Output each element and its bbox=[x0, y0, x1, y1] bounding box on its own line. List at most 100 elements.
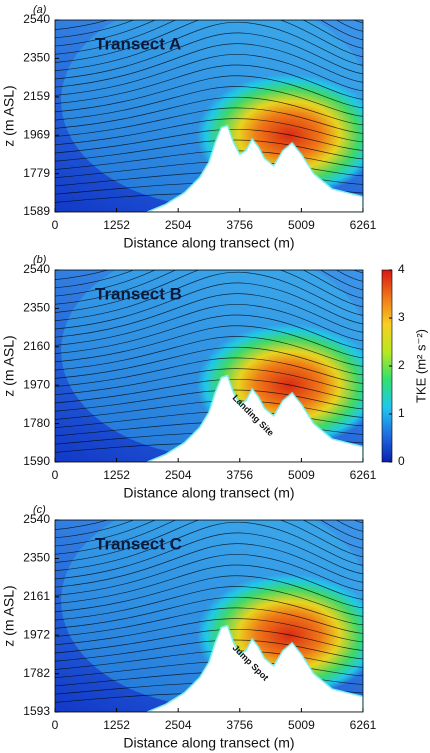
transect-title: Transect A bbox=[95, 34, 181, 53]
streamline bbox=[55, 20, 363, 63]
x-tick-label: 2504 bbox=[165, 468, 192, 482]
x-tick-label: 3756 bbox=[226, 718, 253, 732]
streamline bbox=[55, 64, 363, 105]
streamline bbox=[55, 86, 363, 121]
y-tick-label: 2540 bbox=[23, 262, 50, 276]
panel-label: (c) bbox=[33, 504, 46, 516]
streamline bbox=[55, 607, 363, 637]
colorbar-tick-label: 4 bbox=[398, 262, 405, 276]
x-tick-label: 6261 bbox=[350, 718, 377, 732]
streamline bbox=[55, 20, 363, 55]
tke-field bbox=[55, 270, 363, 462]
streamline bbox=[55, 150, 363, 170]
streamline bbox=[55, 543, 363, 588]
y-tick-label: 2350 bbox=[23, 301, 50, 315]
streamline bbox=[55, 293, 363, 338]
streamline bbox=[55, 32, 363, 80]
y-tick-label: 1970 bbox=[23, 377, 50, 391]
x-tick-label: 1252 bbox=[103, 218, 130, 232]
streamline bbox=[55, 596, 363, 629]
streamline bbox=[55, 20, 363, 47]
x-tick-label: 0 bbox=[52, 468, 59, 482]
terrain bbox=[147, 624, 363, 712]
x-tick-label: 1252 bbox=[103, 468, 130, 482]
x-axis-label: Distance along transect (m) bbox=[123, 485, 294, 501]
streamline bbox=[55, 336, 363, 371]
x-tick-label: 1252 bbox=[103, 718, 130, 732]
y-tick-label: 1782 bbox=[23, 666, 50, 680]
y-axis-label: z (m ASL) bbox=[1, 85, 17, 146]
streamline bbox=[55, 368, 363, 396]
streamline bbox=[55, 628, 363, 654]
panel: (a) Transect A 0 1252 2504 3756 5009 6261 1589 17… bbox=[1, 4, 377, 251]
panel-label: (b) bbox=[33, 254, 47, 266]
y-axis-label: z (m ASL) bbox=[1, 585, 17, 646]
streamline bbox=[55, 96, 363, 129]
y-tick-label: 2159 bbox=[23, 89, 50, 103]
streamline bbox=[55, 521, 363, 572]
streamline bbox=[55, 325, 363, 363]
x-tick-label: 2504 bbox=[165, 218, 192, 232]
streamline bbox=[55, 389, 363, 412]
y-tick-label: 2350 bbox=[23, 51, 50, 65]
streamline bbox=[55, 21, 363, 72]
x-tick-label: 3756 bbox=[226, 218, 253, 232]
tke-field bbox=[55, 520, 363, 712]
streamline bbox=[55, 639, 363, 662]
x-tick-label: 0 bbox=[52, 718, 59, 732]
streamline bbox=[55, 139, 363, 162]
colorbar-label: TKE (m² s⁻²) bbox=[413, 329, 428, 403]
panel-label: (a) bbox=[33, 4, 47, 16]
y-tick-label: 1972 bbox=[23, 627, 50, 641]
y-tick-label: 1593 bbox=[23, 704, 50, 718]
streamline bbox=[55, 270, 363, 313]
transect-title: Transect B bbox=[95, 284, 182, 303]
streamline bbox=[55, 400, 363, 420]
x-axis-label: Distance along transect (m) bbox=[123, 235, 294, 251]
streamline bbox=[55, 575, 363, 613]
streamline bbox=[55, 128, 363, 154]
streamline bbox=[55, 270, 363, 305]
streamline bbox=[55, 532, 363, 580]
y-tick-label: 1779 bbox=[23, 166, 50, 180]
colorbar-tick-label: 0 bbox=[398, 454, 405, 468]
streamline bbox=[55, 520, 363, 547]
x-tick-label: 2504 bbox=[165, 718, 192, 732]
streamline bbox=[55, 43, 363, 88]
x-tick-label: 6261 bbox=[350, 468, 377, 482]
y-tick-label: 2540 bbox=[23, 12, 50, 26]
streamline bbox=[55, 303, 363, 346]
streamline bbox=[55, 564, 363, 605]
x-axis-label: Distance along transect (m) bbox=[123, 735, 294, 751]
y-tick-label: 2161 bbox=[23, 589, 50, 603]
streamline bbox=[55, 118, 363, 146]
streamline bbox=[55, 520, 363, 555]
streamline bbox=[55, 618, 363, 646]
y-tick-label: 1590 bbox=[23, 454, 50, 468]
plot-frame bbox=[54, 269, 364, 463]
plot-frame bbox=[54, 19, 364, 213]
x-tick-label: 3756 bbox=[226, 468, 253, 482]
streamline bbox=[55, 378, 363, 404]
terrain bbox=[147, 374, 363, 462]
streamline bbox=[55, 346, 363, 379]
plot-frame bbox=[54, 519, 364, 713]
colorbar-tick-label: 2 bbox=[398, 358, 405, 372]
x-tick-label: 6261 bbox=[350, 218, 377, 232]
y-axis-label: z (m ASL) bbox=[1, 335, 17, 396]
streamline bbox=[55, 357, 363, 387]
terrain bbox=[147, 124, 363, 212]
streamline bbox=[55, 270, 363, 297]
x-tick-label: 0 bbox=[52, 218, 59, 232]
tke-field bbox=[55, 20, 363, 212]
y-tick-label: 2540 bbox=[23, 512, 50, 526]
y-tick-label: 1589 bbox=[23, 204, 50, 218]
x-tick-label: 5009 bbox=[288, 468, 315, 482]
streamline bbox=[55, 270, 363, 289]
x-tick-label: 5009 bbox=[288, 218, 315, 232]
colorbar-tick-label: 1 bbox=[398, 406, 405, 420]
y-tick-label: 2160 bbox=[23, 339, 50, 353]
